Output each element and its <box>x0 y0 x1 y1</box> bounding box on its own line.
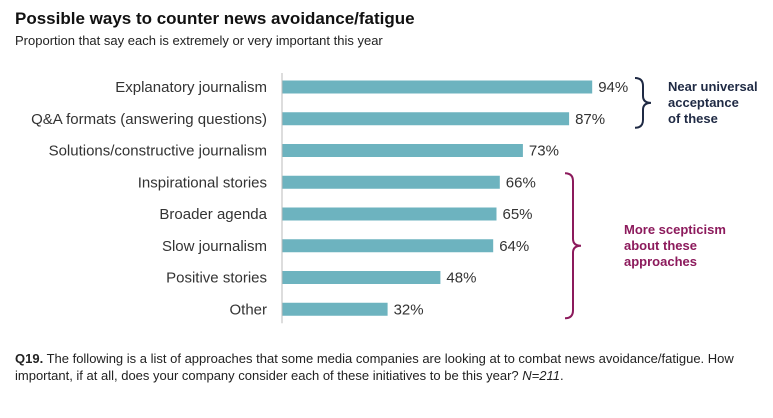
value-label: 64% <box>499 238 529 255</box>
bar-chart: Explanatory journalism 94% Q&A formats (an… <box>31 73 758 324</box>
annotation-label: acceptance <box>668 95 739 110</box>
category-label: Q&A formats (answering questions) <box>31 111 267 128</box>
footnote-end: . <box>560 368 564 383</box>
category-label: Positive stories <box>166 270 267 287</box>
annotation-bracket <box>634 77 652 129</box>
footnote-sample-size: N=211 <box>522 368 560 383</box>
category-label: Explanatory journalism <box>115 79 267 96</box>
value-label: 66% <box>506 174 536 191</box>
category-label: Solutions/constructive journalism <box>49 143 267 160</box>
bar <box>282 271 441 284</box>
value-label: 73% <box>529 143 559 160</box>
chart-title: Possible ways to counter news avoidance/… <box>15 9 415 28</box>
annotation-label: More scepticism <box>624 222 726 237</box>
category-label: Other <box>229 301 267 318</box>
annotation-label: of these <box>668 111 718 126</box>
value-label: 65% <box>503 206 533 223</box>
value-label: 94% <box>598 79 628 96</box>
footnote: Q19. The following is a list of approach… <box>15 350 765 384</box>
bar <box>282 175 500 189</box>
value-label: 32% <box>394 301 424 318</box>
value-label: 87% <box>575 111 605 128</box>
bar <box>282 302 388 316</box>
chart-subtitle: Proportion that say each is extremely or… <box>15 33 383 48</box>
value-label: 48% <box>446 270 476 287</box>
bar <box>282 80 593 94</box>
annotation-label: about these <box>624 238 697 253</box>
annotation-bracket <box>564 172 582 320</box>
bar <box>282 207 497 221</box>
category-label: Slow journalism <box>162 238 267 255</box>
category-label: Broader agenda <box>159 206 267 223</box>
category-label: Inspirational stories <box>138 174 267 191</box>
bar <box>282 144 523 157</box>
bar <box>282 112 570 126</box>
annotation-label: approaches <box>624 254 697 269</box>
footnote-question-id: Q19. <box>15 351 44 366</box>
annotation-label: Near universal <box>668 79 758 94</box>
bar <box>282 239 494 253</box>
footnote-text: The following is a list of approaches th… <box>15 351 734 383</box>
